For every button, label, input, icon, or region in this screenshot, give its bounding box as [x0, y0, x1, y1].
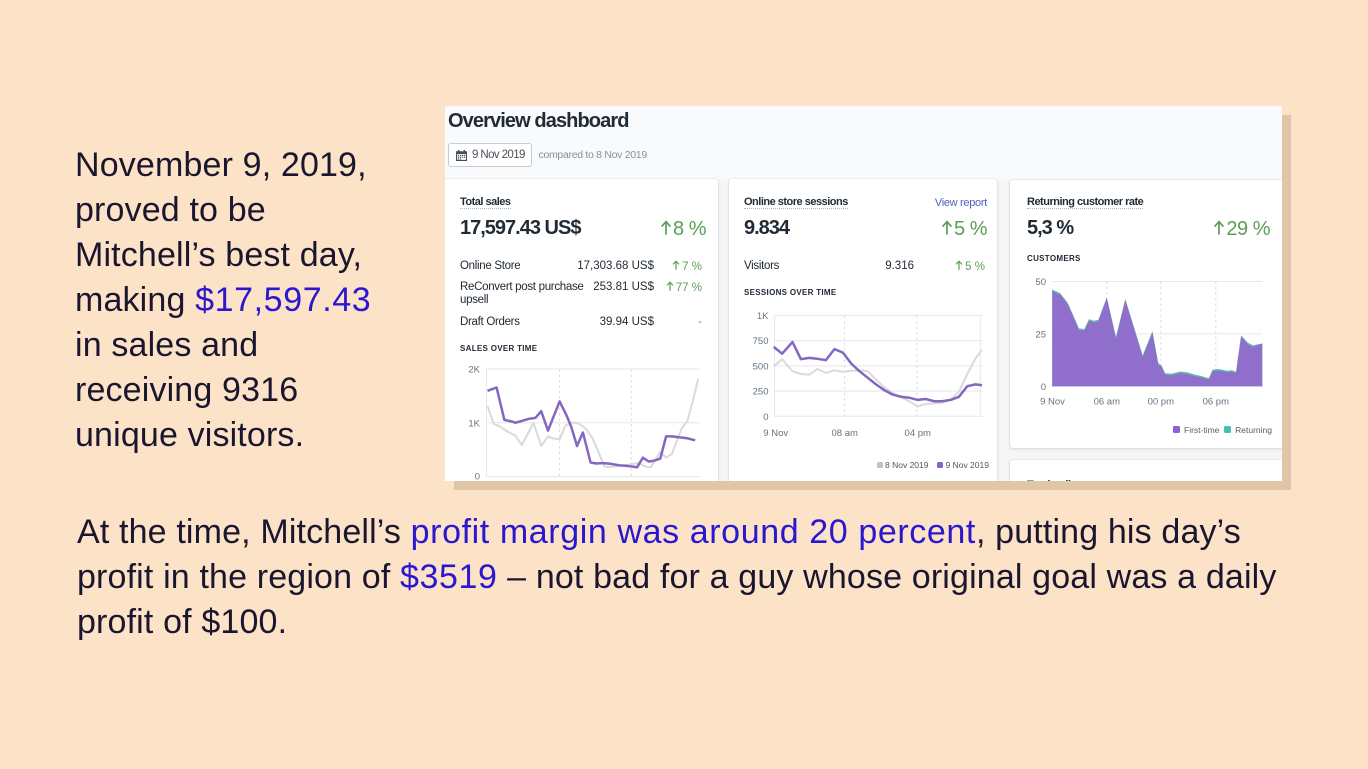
svg-text:250: 250 [753, 387, 769, 398]
svg-text:0: 0 [475, 472, 480, 482]
svg-text:9 Nov: 9 Nov [763, 428, 788, 439]
svg-text:0: 0 [1041, 382, 1046, 393]
svg-text:25: 25 [1035, 329, 1046, 340]
svg-text:1K: 1K [468, 418, 480, 429]
svg-text:9 Nov: 9 Nov [1040, 397, 1065, 408]
svg-text:06 am: 06 am [1094, 397, 1120, 408]
svg-text:750: 750 [753, 336, 769, 347]
svg-text:08 am: 08 am [831, 428, 857, 439]
svg-text:00 pm: 00 pm [1148, 397, 1174, 408]
svg-text:1K: 1K [757, 311, 769, 322]
svg-text:0: 0 [763, 412, 768, 423]
svg-text:04 pm: 04 pm [904, 428, 930, 439]
svg-text:2K: 2K [468, 365, 480, 376]
svg-text:500: 500 [753, 361, 769, 372]
svg-text:06 pm: 06 pm [1203, 397, 1229, 408]
svg-text:50: 50 [1035, 277, 1046, 288]
